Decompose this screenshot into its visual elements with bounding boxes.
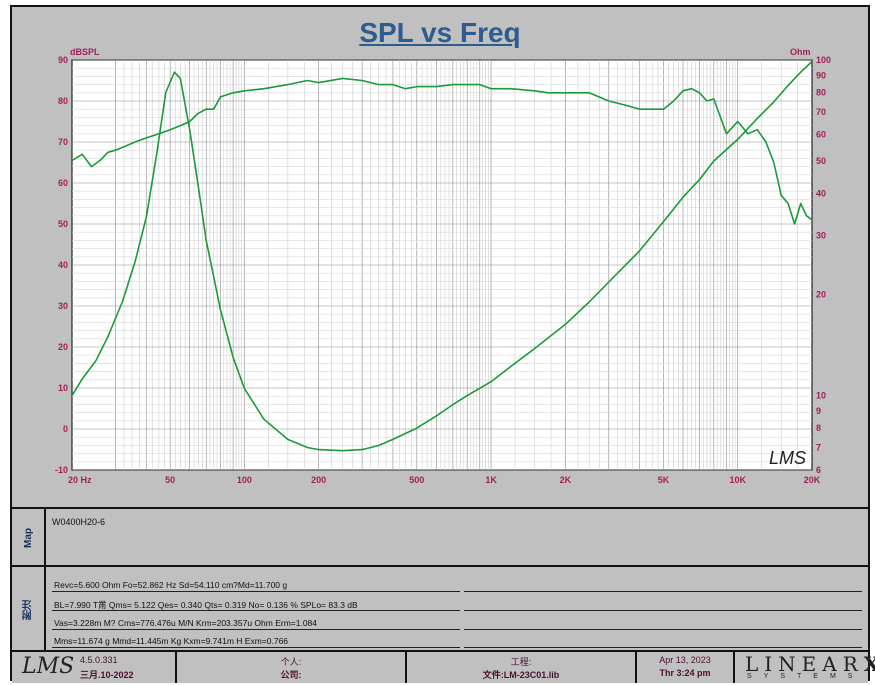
y2-tick-label: 70 bbox=[816, 107, 826, 117]
footer-date-cell: Apr 13, 2023 Thr 3:24 pm bbox=[637, 652, 735, 683]
param-line-4: Mms=11.674 g Mmd=11.445m Kg Kxm=9.741m H… bbox=[54, 636, 289, 646]
y-tick-label: 30 bbox=[58, 301, 68, 311]
param-line-3: Vas=3.228m M? Cms=776.476u M/N Krm=203.3… bbox=[54, 618, 318, 628]
spl-impedance-plot: 20 Hz 50 100 200 500 1K 2K 5K 10K 20K908070605040… bbox=[55, 47, 831, 485]
y2-tick-label: 80 bbox=[816, 88, 826, 98]
y2-tick-label: 10 bbox=[816, 391, 826, 401]
y-tick-label: 40 bbox=[58, 260, 68, 270]
company-label: 公司: bbox=[280, 670, 302, 680]
y2-tick-label: 30 bbox=[816, 230, 826, 240]
y-tick-label: 50 bbox=[58, 219, 68, 229]
y-tick-label: 70 bbox=[58, 137, 68, 147]
y-tick-label: 60 bbox=[58, 178, 68, 188]
lms-logo: LMS bbox=[22, 654, 75, 679]
underline bbox=[464, 647, 862, 648]
param-line-1: Revc=5.600 Ohm Fo=52.862 Hz Sd=54.110 cm… bbox=[54, 580, 288, 590]
y-tick-label: 90 bbox=[58, 55, 68, 65]
y2-tick-label: 9 bbox=[816, 406, 821, 416]
param-line-2: BL=7.990 T黹 Qms= 5.122 Qes= 0.340 Qts= 0… bbox=[54, 600, 358, 610]
chart-title: SPL vs Freq bbox=[359, 17, 521, 48]
project-label: 工程: bbox=[510, 657, 532, 667]
lms-watermark: LMS bbox=[769, 448, 806, 468]
y2-tick-label: 90 bbox=[816, 70, 826, 80]
person-label: 个人: bbox=[280, 657, 302, 667]
y2-tick-label: 6 bbox=[816, 465, 821, 475]
chart-frame: SPL vs Freq 20 Hz 50 100 200 500 1K 2K 5K 10K 20K… bbox=[10, 5, 875, 683]
y2-tick-label: 40 bbox=[816, 189, 826, 199]
y-axis-unit-label: dBSPL bbox=[70, 47, 100, 57]
y2-tick-label: 7 bbox=[816, 443, 821, 453]
y2-axis-unit-label: Ohm bbox=[790, 47, 811, 57]
y2-tick-label: 20 bbox=[816, 290, 826, 300]
linearx-logo: LINEARX bbox=[745, 652, 875, 676]
curves bbox=[71, 60, 813, 452]
plot-grid bbox=[71, 59, 813, 471]
x-tick-label: 500 bbox=[409, 475, 424, 485]
y2-tick-label: 8 bbox=[816, 423, 821, 433]
footer-bar: LMS 4.5.0.331 三月.10-2022 个人: 公司: 工程: 文件:… bbox=[12, 650, 875, 683]
underline bbox=[52, 647, 460, 648]
y-tick-label: 0 bbox=[63, 424, 68, 434]
impedance-curve bbox=[71, 60, 813, 452]
underline bbox=[52, 610, 460, 611]
x-tick-label: 100 bbox=[237, 475, 252, 485]
underline bbox=[464, 629, 862, 630]
y2-tick-label: 100 bbox=[816, 55, 831, 65]
y-tick-label: 10 bbox=[58, 383, 68, 393]
time-text: Thr 3:24 pm bbox=[659, 668, 711, 678]
y-tick-label: -10 bbox=[55, 465, 68, 475]
x-tick-label: 20K bbox=[804, 475, 821, 485]
notes-side-label: 附注 bbox=[12, 567, 46, 652]
y2-tick-label: 60 bbox=[816, 129, 826, 139]
footer-person-cell: 个人: 公司: bbox=[177, 652, 407, 683]
x-tick-label: 20 Hz bbox=[68, 475, 92, 485]
map-text: W0400H20-6 bbox=[52, 517, 106, 527]
y-tick-label: 20 bbox=[58, 342, 68, 352]
footer-logo-cell: LMS 4.5.0.331 三月.10-2022 bbox=[12, 652, 177, 683]
footer-brand-cell: LINEARX SYSTEMS bbox=[735, 652, 875, 683]
underline bbox=[464, 610, 862, 611]
map-side-label: Map bbox=[12, 509, 46, 567]
y-tick-label: 80 bbox=[58, 96, 68, 106]
notes-panel: 附注 Revc=5.600 Ohm Fo=52.862 Hz Sd=54.110… bbox=[12, 565, 868, 652]
date-text: Apr 13, 2023 bbox=[659, 655, 711, 665]
spl-curve bbox=[71, 77, 813, 225]
footer-project-cell: 工程: 文件:LM-23C01.lib bbox=[407, 652, 637, 683]
systems-text: SYSTEMS bbox=[747, 673, 865, 680]
x-tick-label: 1K bbox=[485, 475, 497, 485]
y2-tick-label: 50 bbox=[816, 156, 826, 166]
x-tick-label: 50 bbox=[165, 475, 175, 485]
version-date: 三月.10-2022 bbox=[80, 670, 134, 680]
x-tick-label: 5K bbox=[658, 475, 670, 485]
underline bbox=[52, 591, 460, 592]
x-tick-label: 10K bbox=[729, 475, 746, 485]
file-label: 文件:LM-23C01.lib bbox=[482, 670, 560, 680]
underline bbox=[464, 591, 862, 592]
x-tick-label: 2K bbox=[560, 475, 572, 485]
underline bbox=[52, 629, 460, 630]
axis-ticks: 20 Hz 50 100 200 500 1K 2K 5K 10K 20K908070605040… bbox=[55, 55, 831, 485]
x-tick-label: 200 bbox=[311, 475, 326, 485]
map-panel: Map W0400H20-6 bbox=[12, 507, 868, 567]
version-text: 4.5.0.331 bbox=[80, 655, 118, 665]
